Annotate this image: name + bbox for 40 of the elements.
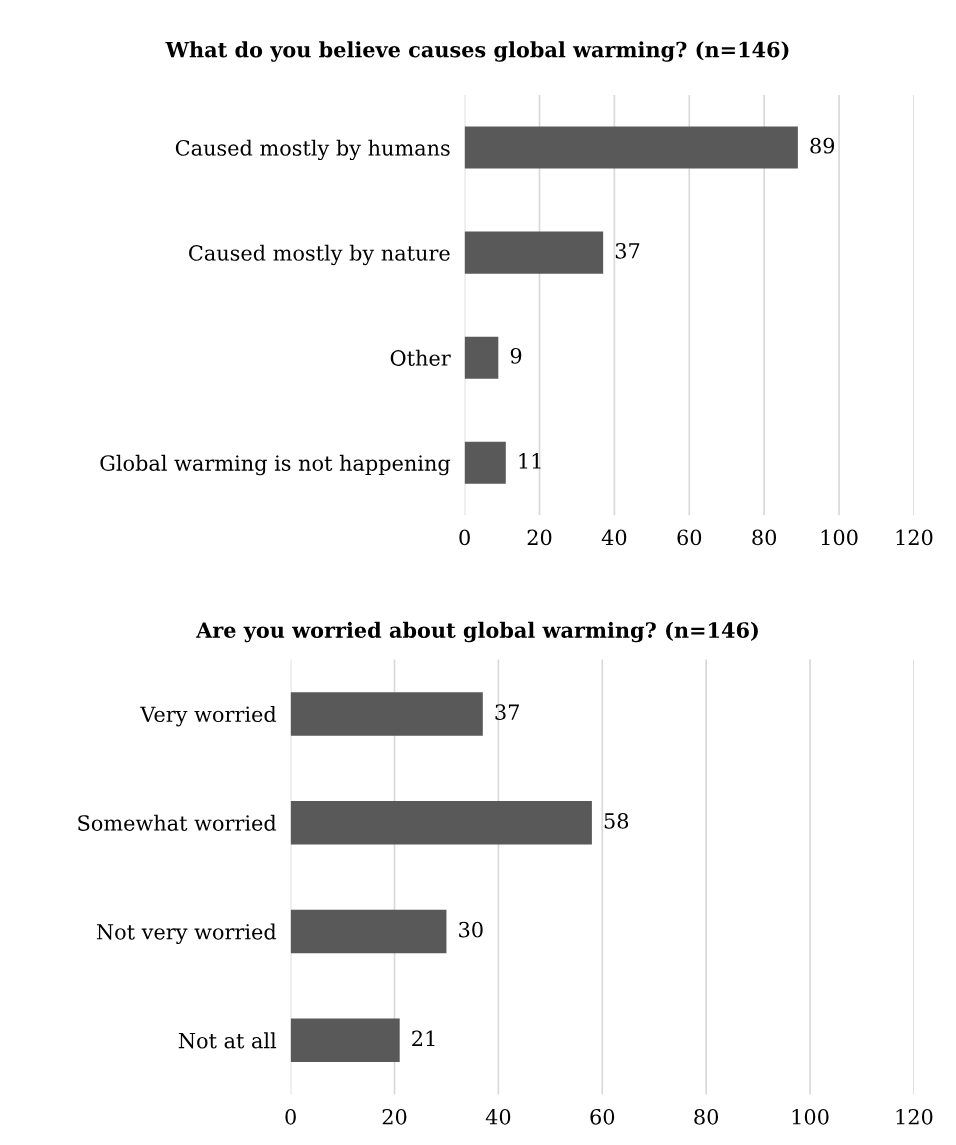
- y-tick-label: Caused mostly by humans: [175, 139, 450, 161]
- data-label: 37: [495, 704, 519, 720]
- data-label: 89: [810, 137, 835, 154]
- y-tick-label: Caused mostly by nature: [189, 244, 450, 266]
- y-tick-label: Other: [390, 349, 451, 366]
- x-tick-label: 40: [485, 1108, 511, 1125]
- bar: [464, 336, 499, 379]
- x-tick-label: 20: [527, 529, 552, 546]
- chart-title: Are you worried about global warming? (n=146): [195, 621, 758, 643]
- bar: [290, 909, 447, 954]
- x-tick-label: 80: [694, 1108, 719, 1125]
- bar: [464, 126, 798, 169]
- data-label: 58: [604, 812, 629, 829]
- x-tick-label: 100: [821, 529, 858, 546]
- bar: [464, 231, 604, 274]
- x-tick-label: 0: [285, 1108, 296, 1125]
- bar: [290, 800, 592, 845]
- bar: [464, 441, 506, 484]
- data-label: 37: [615, 242, 640, 259]
- bar: [290, 692, 483, 736]
- chart-title: What do you believe causes global warming? (n=146): [165, 41, 789, 62]
- x-tick-label: 60: [677, 529, 702, 546]
- y-tick-label: Not very worried: [96, 923, 277, 944]
- x-tick-label: 40: [601, 529, 627, 546]
- x-tick-label: 0: [459, 529, 470, 546]
- x-tick-label: 120: [896, 529, 933, 546]
- x-tick-label: 100: [792, 1108, 829, 1125]
- data-label: 9: [510, 347, 522, 364]
- x-tick-label: 60: [590, 1108, 615, 1125]
- x-tick-label: 20: [382, 1108, 407, 1125]
- x-tick-label: 120: [896, 1108, 933, 1125]
- data-label: 21: [412, 1030, 435, 1046]
- y-tick-label: Very worried: [140, 705, 277, 727]
- y-tick-label: Somewhat worried: [78, 814, 277, 831]
- x-tick-label: 80: [752, 529, 777, 546]
- y-tick-label: Not at all: [178, 1032, 277, 1049]
- data-label: 30: [459, 921, 483, 938]
- y-tick-label: Global warming is not happening: [100, 454, 451, 476]
- bar: [290, 1018, 400, 1062]
- data-label: 11: [519, 453, 541, 469]
